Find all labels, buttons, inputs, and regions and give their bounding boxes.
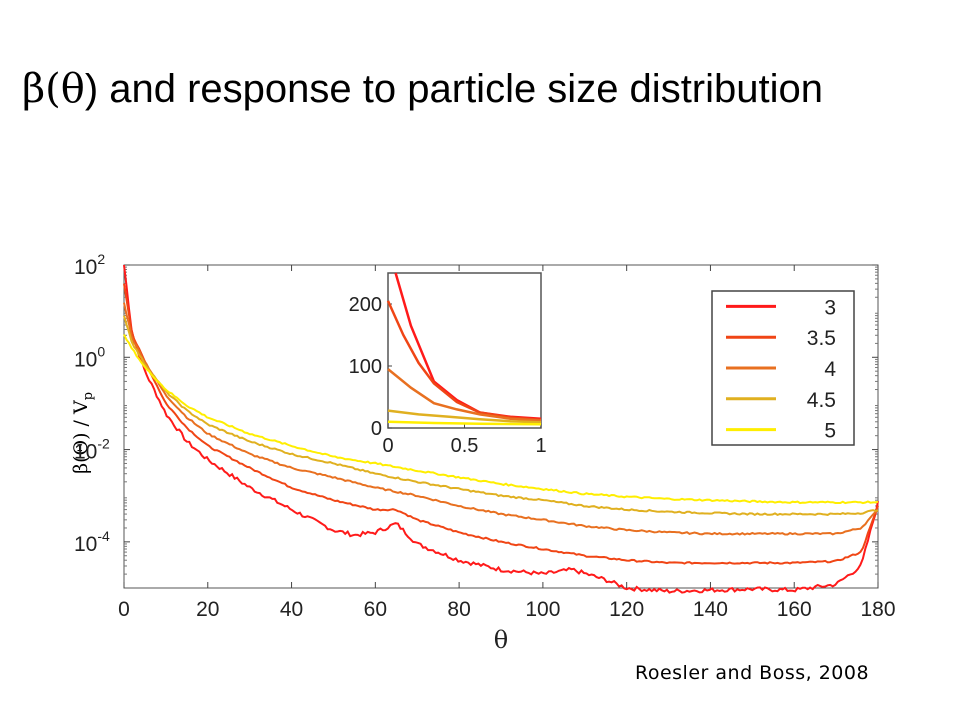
x-tick-label: 60 bbox=[364, 598, 387, 621]
inset-x-tick-label: 1 bbox=[535, 435, 546, 457]
legend-label-4.5: 4.5 bbox=[807, 389, 836, 412]
x-tick-label: 120 bbox=[609, 598, 644, 621]
x-tick-label: 160 bbox=[777, 598, 812, 621]
x-axis-label: θ bbox=[494, 626, 508, 654]
x-tick-label: 0 bbox=[118, 598, 130, 621]
citation: Roesler and Boss, 2008 bbox=[635, 662, 870, 684]
series-line-5 bbox=[123, 334, 879, 505]
inset-y-tick-label: 200 bbox=[349, 294, 382, 316]
series-line-4.5 bbox=[123, 315, 879, 517]
x-tick-label: 100 bbox=[525, 598, 560, 621]
inset-series-line-5 bbox=[387, 420, 542, 426]
x-tick-label: 80 bbox=[447, 598, 470, 621]
legend-label-5: 5 bbox=[824, 420, 836, 443]
series-line-3.5 bbox=[123, 283, 879, 565]
inset-x-tick-label: 0.5 bbox=[451, 435, 479, 457]
x-tick-label: 140 bbox=[693, 598, 728, 621]
title-theta: θ bbox=[60, 66, 85, 112]
title-prefix: β( bbox=[22, 66, 61, 112]
inset-series-line-3.5 bbox=[386, 300, 542, 422]
series-line-3 bbox=[123, 264, 879, 594]
y-tick-label: 10-2 bbox=[74, 436, 110, 464]
y-tick-label: 10-4 bbox=[74, 528, 110, 556]
slide-title: β(θ) and response to particle size distr… bbox=[22, 66, 823, 112]
inset-y-tick-label: 100 bbox=[349, 356, 382, 378]
title-rest: ) and response to particle size distribu… bbox=[84, 67, 823, 111]
legend-label-3.5: 3.5 bbox=[807, 327, 836, 350]
y-tick-label: 100 bbox=[74, 343, 105, 371]
inset-series-line-4 bbox=[387, 368, 542, 422]
y-tick-label: 102 bbox=[74, 251, 105, 279]
x-tick-label: 180 bbox=[860, 598, 895, 621]
x-tick-label: 40 bbox=[280, 598, 303, 621]
x-tick-label: 20 bbox=[196, 598, 219, 621]
inset-y-tick-label: 0 bbox=[371, 418, 382, 440]
inset-x-tick-label: 0 bbox=[382, 435, 393, 457]
legend-label-4: 4 bbox=[824, 358, 836, 381]
series-line-4 bbox=[123, 302, 879, 536]
inset-series-line-4.5 bbox=[387, 409, 542, 424]
legend-label-3: 3 bbox=[824, 296, 836, 319]
inset-plot-area bbox=[387, 272, 542, 429]
